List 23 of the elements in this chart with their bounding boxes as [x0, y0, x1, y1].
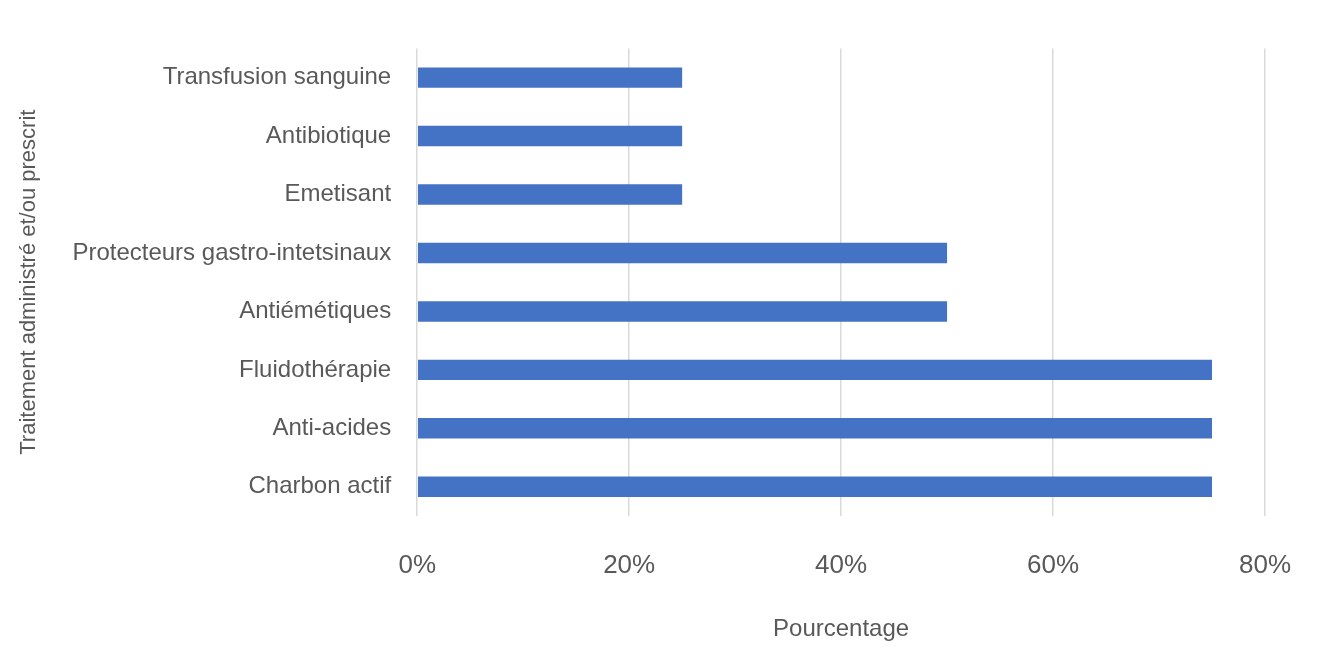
y-tick-label: Emetisant — [284, 179, 392, 207]
bar — [417, 67, 683, 88]
y-tick-label: Antiémétiques — [239, 296, 392, 324]
bar — [417, 301, 948, 322]
y-tick-label: Transfusion sanguine — [162, 62, 392, 90]
y-axis-title: Traitement administré et/ou prescrit — [15, 109, 41, 455]
x-tick-label: 40% — [815, 548, 868, 579]
y-tick-label: Charbon actif — [248, 471, 392, 499]
bar — [417, 184, 683, 205]
y-tick-label: Anti-acides — [272, 412, 392, 440]
y-tick-label: Fluidothérapie — [239, 354, 392, 382]
x-tick-label: 0% — [398, 548, 437, 579]
bar — [417, 476, 1212, 497]
bar — [417, 418, 1212, 439]
x-tick-label: 60% — [1027, 548, 1080, 579]
y-tick-label: Protecteurs gastro-intetsinaux — [72, 237, 392, 265]
y-tick-label: Antibiotique — [265, 120, 392, 148]
bar — [417, 125, 683, 147]
x-tick-label: 80% — [1238, 548, 1291, 579]
x-tick-label: 20% — [603, 548, 656, 579]
x-axis-title: Pourcentage — [773, 614, 910, 642]
bar — [417, 242, 948, 264]
bar — [417, 359, 1212, 381]
